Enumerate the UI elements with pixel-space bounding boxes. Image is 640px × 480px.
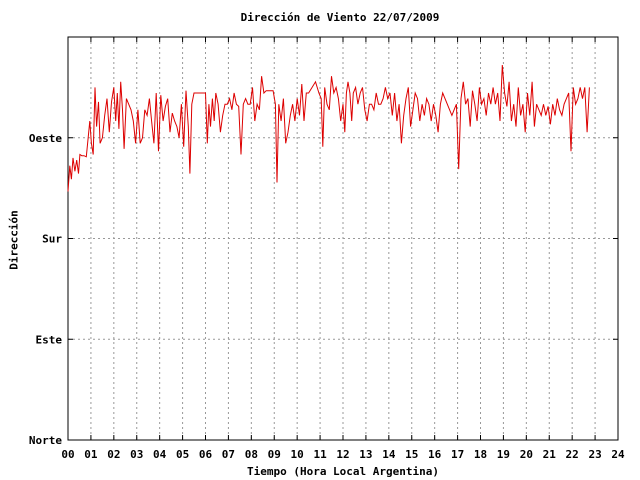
x-tick-label: 14 xyxy=(382,448,396,461)
y-tick-label: Oeste xyxy=(29,132,62,145)
x-tick-label: 04 xyxy=(153,448,167,461)
x-tick-label: 16 xyxy=(428,448,442,461)
y-tick-label: Sur xyxy=(42,233,62,246)
grid xyxy=(68,37,618,440)
x-tick-label: 19 xyxy=(497,448,510,461)
series xyxy=(67,64,590,192)
x-tick-label: 02 xyxy=(107,448,120,461)
y-ticks: Norte Este Sur Oeste xyxy=(29,132,618,447)
x-tick-label: 13 xyxy=(359,448,372,461)
x-tick-label: 06 xyxy=(199,448,213,461)
x-tick-label: 18 xyxy=(474,448,487,461)
x-tick-label: 24 xyxy=(611,448,625,461)
x-tick-label: 15 xyxy=(405,448,418,461)
x-tick-label: 11 xyxy=(313,448,327,461)
x-tick-label: 22 xyxy=(566,448,579,461)
series-line xyxy=(67,64,590,192)
x-tick-label: 21 xyxy=(543,448,557,461)
y-tick-label: Norte xyxy=(29,434,62,447)
x-tick-label: 20 xyxy=(520,448,533,461)
x-tick-label: 17 xyxy=(451,448,464,461)
x-tick-label: 12 xyxy=(336,448,349,461)
x-tick-label: 07 xyxy=(222,448,235,461)
x-ticks: 00 01 02 03 04 05 06 07 08 09 10 11 12 13 14 15 16 17 18 19… xyxy=(61,37,625,461)
x-tick-label: 10 xyxy=(291,448,304,461)
x-axis-label: Tiempo (Hora Local Argentina) xyxy=(246,465,440,478)
x-tick-label: 01 xyxy=(84,448,98,461)
x-tick-label: 00 xyxy=(61,448,74,461)
x-tick-label: 09 xyxy=(268,448,281,461)
y-tick-label: Este xyxy=(36,333,63,346)
chart-title: Dirección de Viento 22/07/2009 xyxy=(240,11,440,24)
x-tick-label: 03 xyxy=(130,448,143,461)
x-tick-label: 08 xyxy=(245,448,258,461)
x-tick-label: 05 xyxy=(176,448,189,461)
x-tick-label: 23 xyxy=(588,448,601,461)
